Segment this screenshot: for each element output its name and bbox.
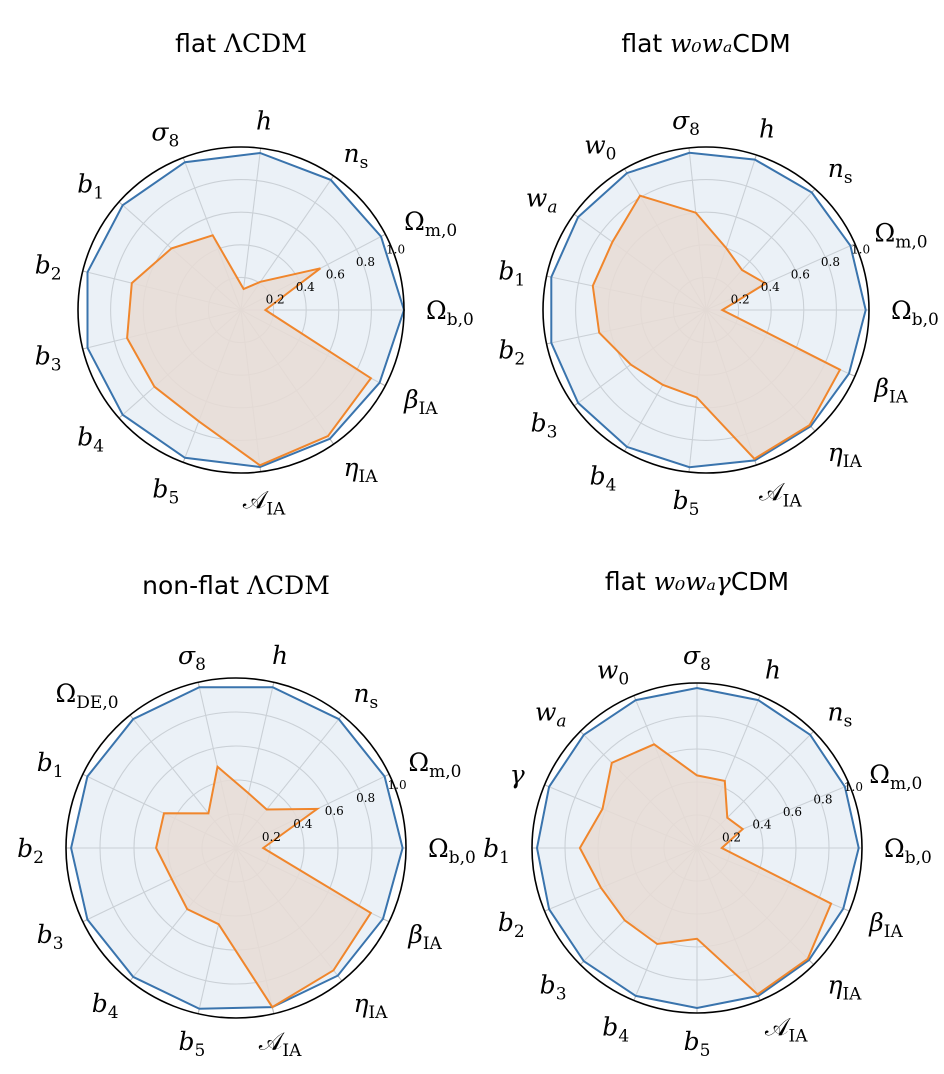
radial-tick-label: 0.4 [293,817,312,831]
panel-title: flat w₀wₐCDM [621,29,790,58]
param-label: b2 [498,336,525,370]
param-label: h [272,641,288,670]
panel-title: flat w₀wₐγCDM [605,567,789,596]
radial-tick-label: 0.8 [813,792,832,806]
param-label: σ8 [178,641,206,675]
radial-tick-label: 0.8 [821,255,840,269]
radar-outline [531,682,863,1014]
param-label: b5 [152,475,179,509]
series-orange-polygon [155,764,373,1009]
panel-title: flat ΛCDM [175,29,307,58]
param-label: wa [535,698,567,732]
param-label: b3 [531,408,558,442]
radial-tick-label: 1.0 [386,243,405,257]
radar-panel-4: flat w₀wₐγCDM 0.2 0.4 0.6 0.8 1.0 Ωb,0 Ωm,0 ns h σ… [483,567,932,1061]
param-label: h [759,114,775,143]
radial-tick-label: 0.8 [356,255,375,269]
param-label: 𝒜IA [259,1027,302,1061]
param-label: 𝒜IA [243,486,286,520]
param-label: wa [526,184,558,218]
param-label: ηIA [353,989,388,1023]
radial-tick-label: 0.6 [326,268,345,282]
radial-tick-label: 0.8 [356,791,375,805]
param-label: Ωm,0 [408,748,461,782]
param-label: βIA [868,908,903,942]
param-label: b3 [35,342,62,376]
radial-tick-label: 0.2 [262,830,281,844]
radar-outline [542,146,870,474]
radar-outline [77,146,405,474]
series-orange-polygon [578,743,833,996]
param-label: b4 [92,989,119,1023]
param-label: 𝒜IA [765,1012,808,1046]
radial-tick-label: 0.4 [752,818,771,832]
param-label: b4 [590,461,617,495]
param-label: ns [827,698,852,732]
series-orange-polygon [126,234,373,467]
param-label: w0 [597,656,629,690]
panel-title: non-flat ΛCDM [142,571,330,600]
param-label: b2 [35,250,62,284]
param-label: b2 [498,908,525,942]
param-label: ns [344,139,369,173]
param-label: σ8 [672,106,700,140]
param-label: w0 [584,131,616,165]
radar-panel-2: flat w₀wₐCDM 0.2 0.4 0.6 0.8 1.0 Ωb,0 Ωm,0 ns h σ8… [498,29,939,520]
param-label: Ωb,0 [428,834,476,868]
radial-tick-label: 0.4 [761,280,780,294]
param-label: γ [510,760,525,789]
param-label: Ωm,0 [404,207,457,241]
param-label: σ8 [151,117,179,151]
param-label: b5 [179,1027,206,1061]
radial-tick-label: 1.0 [388,778,407,792]
param-label: ηIA [827,970,862,1004]
param-label: Ωb,0 [884,834,932,868]
param-label: ηIA [344,453,379,487]
param-label: ns [828,154,853,188]
param-label: Ωm,0 [869,760,922,794]
radial-tick-label: 1.0 [844,780,863,794]
param-label: b4 [77,423,104,457]
radial-tick-label: 1.0 [851,243,870,257]
param-label: Ωb,0 [426,296,474,330]
param-label: Ωm,0 [874,218,927,252]
param-label: b5 [684,1027,711,1061]
radar-panel-3: non-flat ΛCDM 0.2 0.4 0.6 0.8 1.0 Ωb,0 Ωm,0 ns h σ… [17,571,476,1061]
param-label: b5 [673,486,700,520]
param-label: b1 [77,169,104,203]
radial-tick-label: 0.4 [296,280,315,294]
radar-panel-1: flat ΛCDM 0.2 0.4 0.6 0.8 1.0 Ωb,0 Ωm,0 ns h σ8 b1 b… [35,29,474,520]
param-label: βIA [407,920,442,954]
radar-outline [65,677,407,1019]
param-label: ηIA [828,438,863,472]
param-label: h [765,656,781,685]
param-label: 𝒜IA [759,478,802,512]
radial-tick-label: 0.2 [731,293,750,307]
param-label: b3 [37,920,64,954]
radial-tick-label: 0.2 [266,293,285,307]
param-label: βIA [403,385,438,419]
series-orange-polygon [591,194,842,461]
radial-tick-label: 0.6 [791,268,810,282]
param-label: ns [353,679,378,713]
param-label: b2 [17,834,44,868]
param-label: b1 [37,748,64,782]
param-label: b1 [483,834,510,868]
radial-tick-label: 0.6 [325,804,344,818]
param-label: b4 [602,1012,629,1046]
param-label: σ8 [683,641,711,675]
radial-tick-label: 0.2 [722,830,741,844]
param-label: h [256,106,272,135]
param-label: βIA [873,374,908,408]
param-label: b1 [498,256,525,290]
param-label: ΩDE,0 [56,679,119,713]
radial-tick-label: 0.6 [783,805,802,819]
param-label: b3 [540,970,567,1004]
param-label: Ωb,0 [891,296,939,330]
